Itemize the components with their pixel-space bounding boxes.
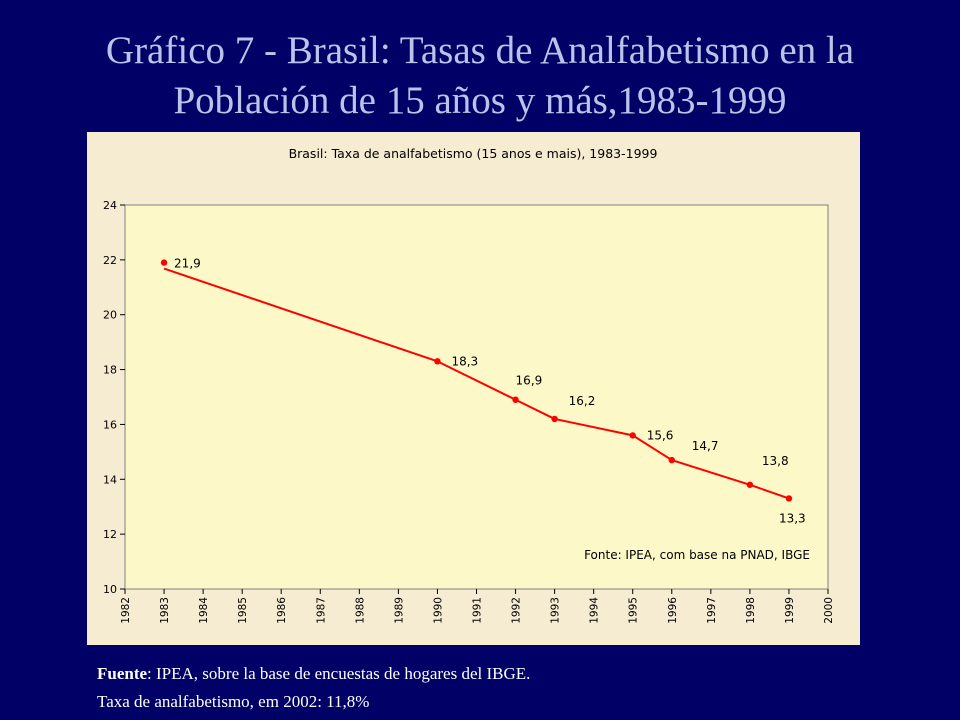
data-point xyxy=(785,495,793,502)
footer-source-text: : IPEA, sobre la base de encuestas de ho… xyxy=(147,664,531,683)
line-chart: Brasil: Taxa de analfabetismo (15 anos e… xyxy=(103,146,835,624)
data-label: 13,3 xyxy=(779,511,806,525)
chart-annotation: Fonte: IPEA, com base na PNAD, IBGE xyxy=(584,548,810,562)
x-tick-label: 1992 xyxy=(511,597,523,624)
data-point xyxy=(551,415,558,423)
y-tick-label: 14 xyxy=(103,473,117,486)
chart-title: Brasil: Taxa de analfabetismo (15 anos e… xyxy=(289,146,658,161)
data-label: 14,7 xyxy=(692,439,719,453)
data-point xyxy=(512,396,519,403)
x-tick-label: 1984 xyxy=(198,597,210,624)
data-point xyxy=(668,456,675,464)
x-tick-label: 1989 xyxy=(393,597,405,624)
data-label: 16,9 xyxy=(516,374,543,388)
y-tick-label: 18 xyxy=(103,364,117,377)
data-label: 13,8 xyxy=(762,454,789,468)
data-label: 18,3 xyxy=(451,354,478,368)
slide-title: Gráfico 7 - Brasil: Tasas de Analfabetis… xyxy=(40,26,920,126)
data-point xyxy=(746,481,754,488)
data-label: 21,9 xyxy=(174,257,201,271)
x-tick-label: 1997 xyxy=(706,597,718,624)
footer-note: Taxa de analfabetismo, em 2002: 11,8% xyxy=(97,692,370,711)
x-tick-label: 1993 xyxy=(550,597,562,624)
x-tick-label: 1987 xyxy=(315,597,327,624)
series-segment xyxy=(554,417,633,437)
x-tick-label: 1999 xyxy=(784,597,796,624)
x-tick-label: 1995 xyxy=(628,597,640,624)
y-axis: 10 12 14 16 18 20 22 24 xyxy=(103,199,125,596)
x-tick-label: 1998 xyxy=(745,597,757,624)
x-tick-label: 1996 xyxy=(667,597,679,624)
series-line: 21,9 18,3 16,9 16,2 15,6 14,7 13,8 13,3 xyxy=(160,257,806,525)
slide-title-line-1: Gráfico 7 - Brasil: Tasas de Analfabetis… xyxy=(105,29,855,72)
y-tick-label: 22 xyxy=(103,254,117,267)
y-tick-label: 20 xyxy=(103,309,117,322)
footer-source: Fuente: IPEA, sobre la base de encuestas… xyxy=(97,664,530,684)
x-tick-label: 1985 xyxy=(237,597,249,624)
data-label: 16,2 xyxy=(569,394,596,408)
x-tick-label: 1988 xyxy=(354,597,366,624)
footer-source-label: Fuente xyxy=(97,664,148,683)
x-tick-label: 1991 xyxy=(472,597,484,624)
y-tick-label: 16 xyxy=(103,418,117,431)
slide-title-line-2: Población de 15 años y más,1983-1999 xyxy=(173,79,787,122)
x-tick-label: 1986 xyxy=(276,597,288,624)
y-tick-label: 24 xyxy=(103,199,117,212)
x-axis: 1982 1983 1984 1985 1986 1987 1988 1989 1990 1991… xyxy=(120,589,835,624)
x-tick-label: 1982 xyxy=(120,597,132,624)
x-tick-label: 2000 xyxy=(823,597,835,624)
y-tick-label: 12 xyxy=(103,528,117,541)
series-segment xyxy=(163,267,438,363)
chart-panel: Brasil: Taxa de analfabetismo (15 anos e… xyxy=(87,132,860,645)
series-segment xyxy=(632,434,673,461)
x-tick-label: 1983 xyxy=(159,597,171,624)
x-tick-label: 1990 xyxy=(432,597,444,624)
series-segment xyxy=(749,483,790,500)
y-tick-label: 10 xyxy=(103,583,117,596)
data-label: 15,6 xyxy=(647,428,674,442)
data-point xyxy=(629,432,636,439)
series-segment xyxy=(671,459,751,486)
series-segment xyxy=(437,360,516,401)
x-tick-label: 1994 xyxy=(589,597,601,624)
plot-area xyxy=(124,204,829,590)
data-point xyxy=(434,358,441,365)
data-point xyxy=(160,259,168,266)
series-segment xyxy=(515,398,556,420)
